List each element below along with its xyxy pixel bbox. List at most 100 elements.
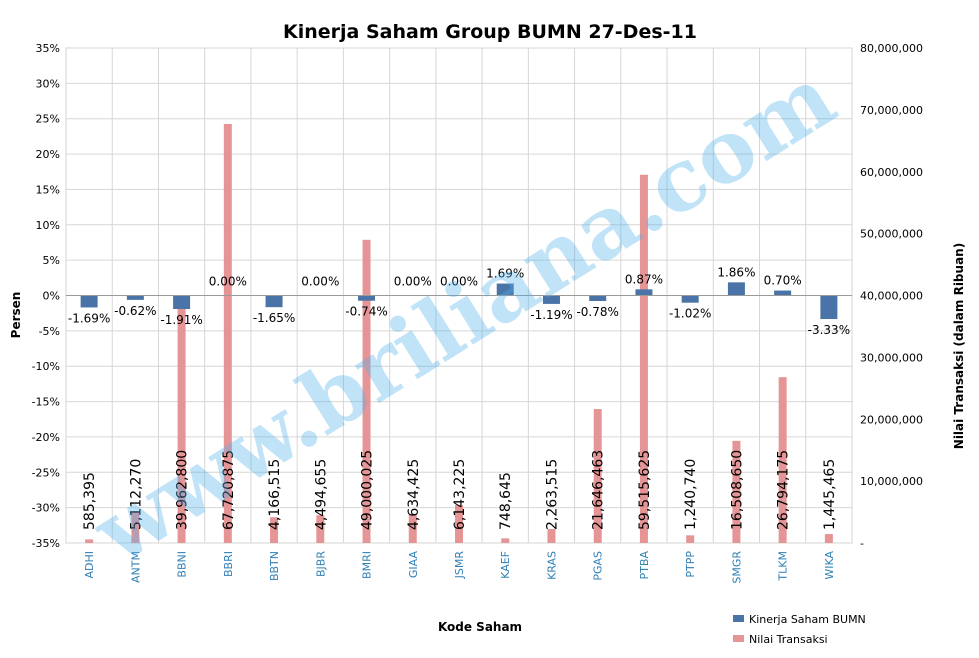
nilai-transaksi-data-label: 4,634,425 — [406, 459, 422, 530]
y2-tick-label: 20,000,000 — [860, 413, 923, 426]
kinerja-labels: -1.69% -0.62% -1.91% 0.00% -1.65% 0.00% -0.74%… — [68, 265, 850, 337]
y-tick-label: -5% — [39, 325, 60, 338]
legend-label-nilai: Nilai Transaksi — [749, 633, 828, 646]
x-tick-label: BMRI — [361, 551, 374, 579]
nilai-transaksi-bar — [85, 539, 94, 543]
x-tick-label: PTBA — [638, 551, 651, 580]
kinerja-data-label: -1.91% — [160, 313, 202, 327]
kinerja-bar — [820, 295, 838, 320]
nilai-transaksi-data-label: 6,143,225 — [452, 459, 468, 530]
x-tick-label: KRAS — [545, 551, 558, 580]
y-tick-label: 20% — [36, 148, 60, 161]
right-axis-ticks: 80,000,000 70,000,000 60,000,000 50,000,000… — [860, 42, 923, 550]
x-tick-label: ANTM — [129, 551, 142, 583]
kinerja-bar — [265, 295, 283, 308]
nilai-transaksi-bar — [270, 517, 279, 543]
nilai-transaksi-data-label: 2,263,515 — [544, 459, 560, 530]
kinerja-bar — [126, 295, 144, 300]
y-tick-label: -15% — [32, 396, 60, 409]
kinerja-data-label: -1.19% — [530, 308, 572, 322]
nilai-transaksi-bar — [455, 504, 463, 543]
nilai-transaksi-data-label: 59,515,625 — [637, 450, 653, 530]
y2-tick-label: - — [860, 537, 864, 550]
kinerja-data-label: 1.69% — [486, 267, 524, 281]
chart-title: Kinerja Saham Group BUMN 27-Des-11 — [283, 21, 697, 43]
nilai-transaksi-data-label: 39,962,800 — [175, 450, 191, 530]
nilai-transaksi-bar — [824, 534, 833, 543]
kinerja-bar — [496, 283, 514, 296]
kinerja-bar — [774, 290, 792, 296]
kinerja-data-label: -0.78% — [576, 305, 618, 319]
y2-tick-label: 70,000,000 — [860, 104, 923, 117]
kinerja-data-label: 0.00% — [301, 275, 339, 289]
x-tick-label: BBTN — [268, 551, 281, 581]
kinerja-data-label: -0.74% — [345, 305, 387, 319]
nilai-transaksi-data-label: 67,720,875 — [221, 450, 237, 530]
x-tick-label: ADHI — [83, 551, 96, 579]
x-tick-label: BBRI — [222, 551, 235, 577]
y2-tick-label: 30,000,000 — [860, 351, 923, 364]
nilai-transaksi-data-label: 4,166,515 — [267, 459, 283, 530]
nilai-transaksi-data-label: 16,508,650 — [729, 450, 745, 530]
kinerja-data-label: 0.00% — [209, 275, 247, 289]
legend-swatch-nilai — [733, 635, 744, 642]
kinerja-bar — [542, 295, 560, 304]
y-tick-label: 35% — [36, 42, 60, 55]
nilai-transaksi-labels: 585,395 5,112,270 39,962,800 67,720,875 4,16… — [82, 450, 838, 530]
kinerja-bar — [727, 282, 745, 296]
nilai-transaksi-data-label: 49,000,025 — [360, 450, 376, 530]
kinerja-bar — [589, 295, 607, 302]
x-tick-label: BBNI — [176, 551, 189, 578]
kinerja-bar — [358, 295, 376, 301]
y-tick-label: -20% — [32, 431, 60, 444]
y-tick-label: -30% — [32, 502, 60, 515]
nilai-transaksi-bar — [316, 515, 325, 543]
nilai-transaksi-data-label: 1,240,740 — [683, 459, 699, 530]
y-tick-label: 5% — [43, 254, 60, 267]
kinerja-data-label: -1.02% — [669, 307, 711, 321]
nilai-transaksi-bar — [547, 528, 556, 543]
kinerja-bar — [681, 295, 699, 303]
x-axis-title: Kode Saham — [438, 620, 522, 634]
nilai-transaksi-bar — [177, 295, 186, 543]
kinerja-data-label: 0.70% — [764, 274, 802, 288]
legend: Kinerja Saham BUMN Nilai Transaksi — [733, 613, 866, 646]
y-tick-label: 10% — [36, 219, 60, 232]
nilai-transaksi-bar — [131, 511, 140, 543]
x-tick-label: TLKM — [777, 551, 790, 582]
y2-axis-title: Nilai Transaksi (dalam Ribuan) — [952, 243, 966, 449]
nilai-transaksi-bar — [686, 535, 695, 543]
nilai-transaksi-data-label: 21,646,463 — [591, 450, 607, 530]
kinerja-data-label: 0.87% — [625, 272, 663, 286]
y2-tick-label: 40,000,000 — [860, 290, 923, 303]
nilai-transaksi-data-label: 4,494,655 — [313, 459, 329, 530]
y-tick-label: -10% — [32, 360, 60, 373]
nilai-transaksi-bar — [362, 239, 371, 543]
x-axis-category-labels: ADHI ANTM BBNI BBRI BBTN BJBR BMRI GIAA JSMR KAEF… — [83, 551, 836, 584]
nilai-transaksi-bar — [593, 409, 602, 543]
kinerja-data-label: -0.62% — [114, 304, 156, 318]
nilai-transaksi-bar — [501, 538, 510, 543]
y2-tick-label: 60,000,000 — [860, 166, 923, 179]
x-tick-label: WIKA — [823, 551, 836, 580]
y-tick-label: 30% — [36, 77, 60, 90]
kinerja-data-label: 1.86% — [717, 265, 755, 279]
nilai-transaksi-data-label: 748,645 — [498, 472, 514, 530]
y-tick-label: 15% — [36, 183, 60, 196]
nilai-transaksi-bar — [223, 123, 232, 544]
kinerja-data-label: 0.00% — [394, 275, 432, 289]
y2-tick-label: 10,000,000 — [860, 475, 923, 488]
x-tick-label: GIAA — [407, 551, 420, 579]
kinerja-data-label: -1.69% — [68, 311, 110, 325]
nilai-transaksi-bar — [778, 377, 787, 543]
x-tick-label: PGAS — [592, 551, 605, 581]
kinerja-bar — [173, 295, 191, 310]
x-tick-label: PTPP — [684, 551, 697, 578]
y2-tick-label: 80,000,000 — [860, 42, 923, 55]
nilai-transaksi-data-label: 1,445,465 — [822, 459, 838, 530]
y2-tick-label: 50,000,000 — [860, 228, 923, 241]
x-tick-label: BJBR — [314, 551, 327, 577]
nilai-transaksi-bars — [85, 123, 833, 544]
x-tick-label: KAEF — [499, 551, 512, 579]
